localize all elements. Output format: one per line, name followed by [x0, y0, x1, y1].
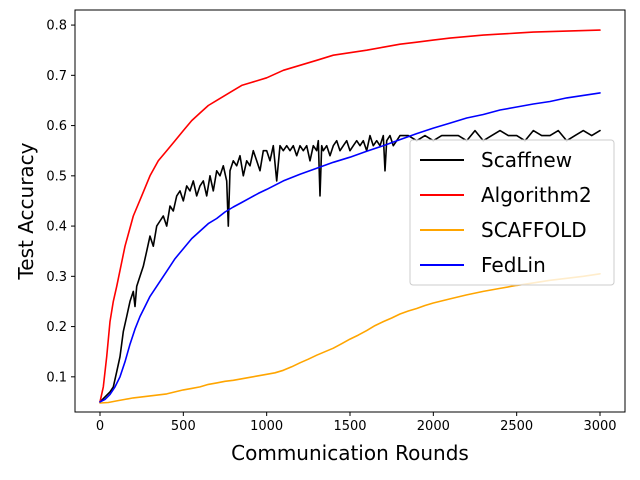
y-tick-label: 0.6 — [46, 119, 67, 134]
legend-label-fedlin: FedLin — [481, 253, 546, 277]
x-tick-label: 500 — [171, 419, 196, 434]
y-axis-title: Test Accuracy — [14, 142, 38, 280]
x-tick-label: 3000 — [583, 419, 616, 434]
series-layer — [99, 29, 601, 404]
x-axis-title: Communication Rounds — [231, 441, 469, 465]
legend-label-scaffnew: Scaffnew — [481, 148, 572, 172]
y-tick-label: 0.2 — [46, 320, 67, 335]
y-tick-label: 0.1 — [46, 370, 67, 385]
legend-label-algorithm2: Algorithm2 — [481, 183, 592, 207]
y-tick-label: 0.4 — [46, 220, 67, 235]
y-tick-label: 0.3 — [46, 270, 67, 285]
x-tick-label: 2500 — [500, 419, 533, 434]
y-tick-label: 0.8 — [46, 19, 67, 34]
y-axis: 0.1 0.2 0.3 0.4 0.5 0.6 0.7 0.8 — [46, 19, 75, 385]
x-tick-label: 2000 — [417, 419, 450, 434]
x-tick-label: 1500 — [333, 419, 366, 434]
series-line-fedlin — [99, 92, 601, 403]
series-line-scaffold — [99, 272, 601, 404]
x-tick-label: 0 — [96, 419, 104, 434]
legend: Scaffnew Algorithm2 SCAFFOLD FedLin — [409, 139, 615, 286]
series-line-algorithm2 — [99, 29, 601, 403]
x-tick-label: 1000 — [250, 419, 283, 434]
legend-box — [409, 139, 615, 286]
series-line-scaffnew — [99, 129, 601, 403]
y-tick-label: 0.5 — [46, 169, 67, 184]
y-tick-label: 0.7 — [46, 69, 67, 84]
legend-label-scaffold: SCAFFOLD — [481, 218, 587, 242]
x-axis: 0 500 1000 1500 2000 2500 3000 — [96, 412, 617, 434]
